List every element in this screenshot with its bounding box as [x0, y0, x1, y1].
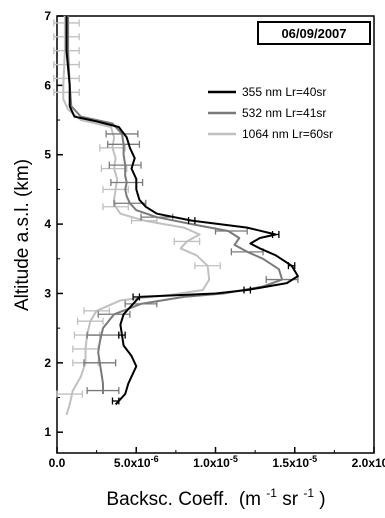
- error-bar: [243, 286, 252, 294]
- error-bar: [173, 237, 201, 245]
- error-bar: [105, 130, 139, 138]
- error-bar: [83, 307, 110, 315]
- error-bar: [194, 262, 221, 270]
- legend-label: 1064 nm Lr=60sr: [242, 127, 333, 141]
- error-bar: [214, 227, 248, 235]
- series-2: [67, 16, 299, 395]
- error-bar: [118, 331, 126, 339]
- legend-label: 355 nm Lr=40sr: [242, 85, 326, 99]
- error-bar: [187, 217, 196, 225]
- legend-label: 532 nm Lr=41sr: [242, 106, 326, 120]
- error-bar: [108, 161, 142, 169]
- error-bar: [86, 387, 120, 395]
- series-line: [65, 16, 299, 406]
- error-bar: [110, 178, 144, 186]
- error-bar: [53, 74, 80, 82]
- series-1: [65, 16, 299, 406]
- error-bar: [56, 390, 84, 398]
- error-bar: [53, 88, 80, 96]
- date-label: 06/09/2007: [281, 26, 346, 41]
- date-box: 06/09/2007: [257, 21, 371, 45]
- error-bar: [271, 231, 280, 238]
- error-bar: [287, 262, 296, 270]
- x-tick-label: 1.5x10-5: [272, 454, 317, 470]
- error-bar: [76, 317, 104, 325]
- x-tick-label: 2.0x10-5: [352, 454, 385, 470]
- x-tick-label: 1.0x10-5: [193, 454, 238, 470]
- error-bar: [99, 144, 126, 152]
- x-axis-title-main: Backsc. Coeff.: [106, 489, 228, 510]
- error-bar: [132, 293, 141, 301]
- error-bar: [107, 140, 141, 148]
- error-bar: [100, 165, 128, 173]
- error-bar: [130, 217, 158, 225]
- error-bar: [53, 61, 80, 69]
- y-tick-label: 2: [44, 356, 51, 370]
- legend: 355 nm Lr=40sr 532 nm Lr=41sr 1064 nm Lr=6…: [208, 85, 333, 141]
- x-tick-label: 5.0x10-6: [114, 454, 159, 470]
- x-axis-title: Backsc. Coeff. (m -1 sr -1 ): [106, 481, 325, 510]
- y-tick-label: 4: [44, 217, 51, 231]
- legend-item: 355 nm Lr=40sr: [208, 85, 326, 99]
- y-tick-label: 1: [44, 425, 51, 439]
- y-tick-label: 3: [44, 286, 51, 300]
- x-axis-ticks: 0.0 5.0x10-6 1.0x10-5 1.5x10-5 2.0x10-5: [49, 447, 385, 470]
- y-tick-label: 5: [44, 148, 51, 162]
- error-bar: [124, 300, 158, 308]
- error-bar: [102, 185, 129, 193]
- legend-item: 1064 nm Lr=60sr: [208, 127, 333, 141]
- y-tick-label: 6: [44, 78, 51, 92]
- x-tick-label: 0.0: [49, 456, 66, 470]
- y-tick-label: 7: [44, 9, 51, 23]
- y-axis-title: Altitude a.s.l. (km): [12, 159, 33, 311]
- error-bar: [111, 397, 120, 405]
- error-bar: [83, 359, 117, 367]
- series-layer: [53, 16, 299, 416]
- legend-item: 532 nm Lr=41sr: [208, 106, 326, 120]
- error-bar: [102, 203, 129, 211]
